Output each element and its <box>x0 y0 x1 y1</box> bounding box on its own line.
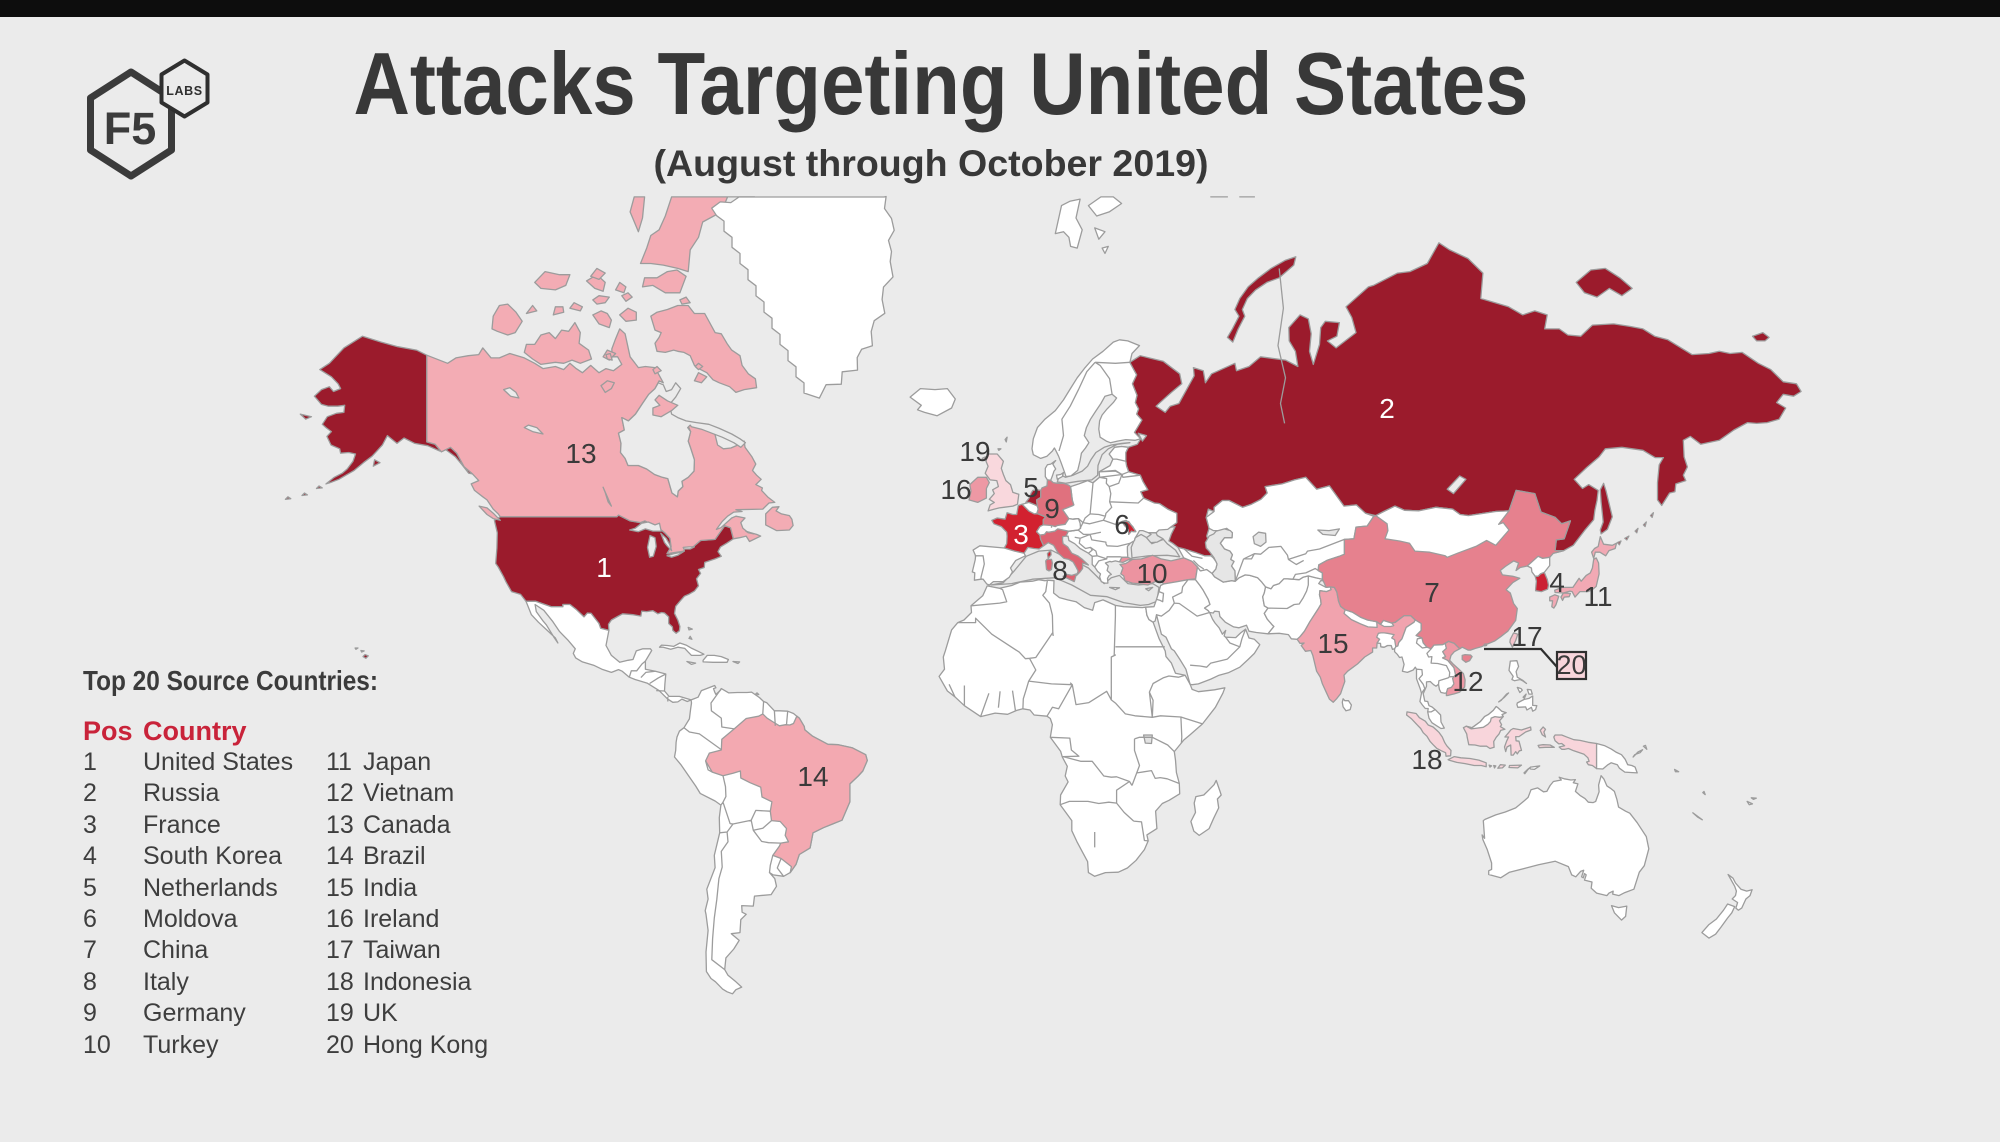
svg-text:19: 19 <box>959 436 990 467</box>
svg-text:Brazil: Brazil <box>363 842 426 870</box>
svg-text:Ireland: Ireland <box>363 905 439 933</box>
svg-text:Russia: Russia <box>143 779 220 807</box>
svg-text:14: 14 <box>797 761 828 792</box>
svg-text:Pos: Pos <box>83 716 133 746</box>
svg-text:10: 10 <box>1136 558 1167 589</box>
svg-text:(August through October 2019): (August through October 2019) <box>654 143 1209 184</box>
svg-text:Moldova: Moldova <box>143 905 238 933</box>
svg-text:14: 14 <box>326 842 354 870</box>
svg-text:2: 2 <box>1379 393 1395 424</box>
svg-text:9: 9 <box>83 999 97 1027</box>
svg-text:Attacks Targeting United State: Attacks Targeting United States <box>354 34 1529 133</box>
svg-text:20: 20 <box>326 1031 354 1059</box>
svg-text:Netherlands: Netherlands <box>143 874 278 902</box>
svg-text:16: 16 <box>940 474 971 505</box>
svg-text:Germany: Germany <box>143 999 246 1027</box>
svg-text:8: 8 <box>1052 555 1068 586</box>
svg-text:Japan: Japan <box>363 748 431 776</box>
svg-text:Top 20 Source Countries:: Top 20 Source Countries: <box>83 665 378 696</box>
svg-text:China: China <box>143 936 208 964</box>
svg-text:11: 11 <box>1583 581 1612 612</box>
svg-text:7: 7 <box>1424 577 1440 608</box>
svg-text:13: 13 <box>326 811 354 839</box>
svg-text:Canada: Canada <box>363 811 451 839</box>
svg-text:France: France <box>143 811 221 839</box>
svg-text:1: 1 <box>83 748 97 776</box>
svg-text:F5: F5 <box>104 103 157 154</box>
svg-text:South Korea: South Korea <box>143 842 282 870</box>
svg-text:Hong Kong: Hong Kong <box>363 1031 488 1059</box>
svg-text:12: 12 <box>1452 666 1483 697</box>
svg-text:16: 16 <box>326 905 354 933</box>
svg-text:2: 2 <box>83 779 97 807</box>
svg-text:3: 3 <box>83 811 97 839</box>
svg-text:17: 17 <box>326 936 354 964</box>
svg-text:Turkey: Turkey <box>143 1031 219 1059</box>
svg-text:6: 6 <box>83 905 97 933</box>
svg-text:LABS: LABS <box>166 84 202 98</box>
svg-text:Taiwan: Taiwan <box>363 936 441 964</box>
svg-text:17: 17 <box>1511 621 1542 652</box>
svg-text:4: 4 <box>1549 567 1565 598</box>
svg-text:7: 7 <box>83 936 97 964</box>
svg-text:6: 6 <box>1114 509 1130 540</box>
svg-text:4: 4 <box>83 842 97 870</box>
svg-text:India: India <box>363 874 417 902</box>
svg-text:UK: UK <box>363 999 398 1027</box>
svg-text:10: 10 <box>83 1031 111 1059</box>
svg-text:13: 13 <box>565 438 596 469</box>
svg-text:18: 18 <box>326 968 354 996</box>
svg-text:12: 12 <box>326 779 354 807</box>
svg-text:Italy: Italy <box>143 968 189 996</box>
svg-text:20: 20 <box>1556 650 1586 680</box>
svg-text:Country: Country <box>143 716 247 746</box>
svg-text:8: 8 <box>83 968 97 996</box>
svg-text:19: 19 <box>326 999 354 1027</box>
svg-text:15: 15 <box>1317 628 1348 659</box>
svg-text:1: 1 <box>596 552 612 583</box>
svg-text:5: 5 <box>83 874 97 902</box>
svg-text:11: 11 <box>326 748 352 776</box>
svg-text:Vietnam: Vietnam <box>363 779 454 807</box>
svg-text:United States: United States <box>143 748 293 776</box>
svg-text:18: 18 <box>1411 744 1442 775</box>
svg-text:Indonesia: Indonesia <box>363 968 472 996</box>
svg-text:9: 9 <box>1044 493 1060 524</box>
svg-text:5: 5 <box>1023 472 1039 503</box>
svg-text:15: 15 <box>326 874 354 902</box>
svg-text:3: 3 <box>1013 519 1029 550</box>
